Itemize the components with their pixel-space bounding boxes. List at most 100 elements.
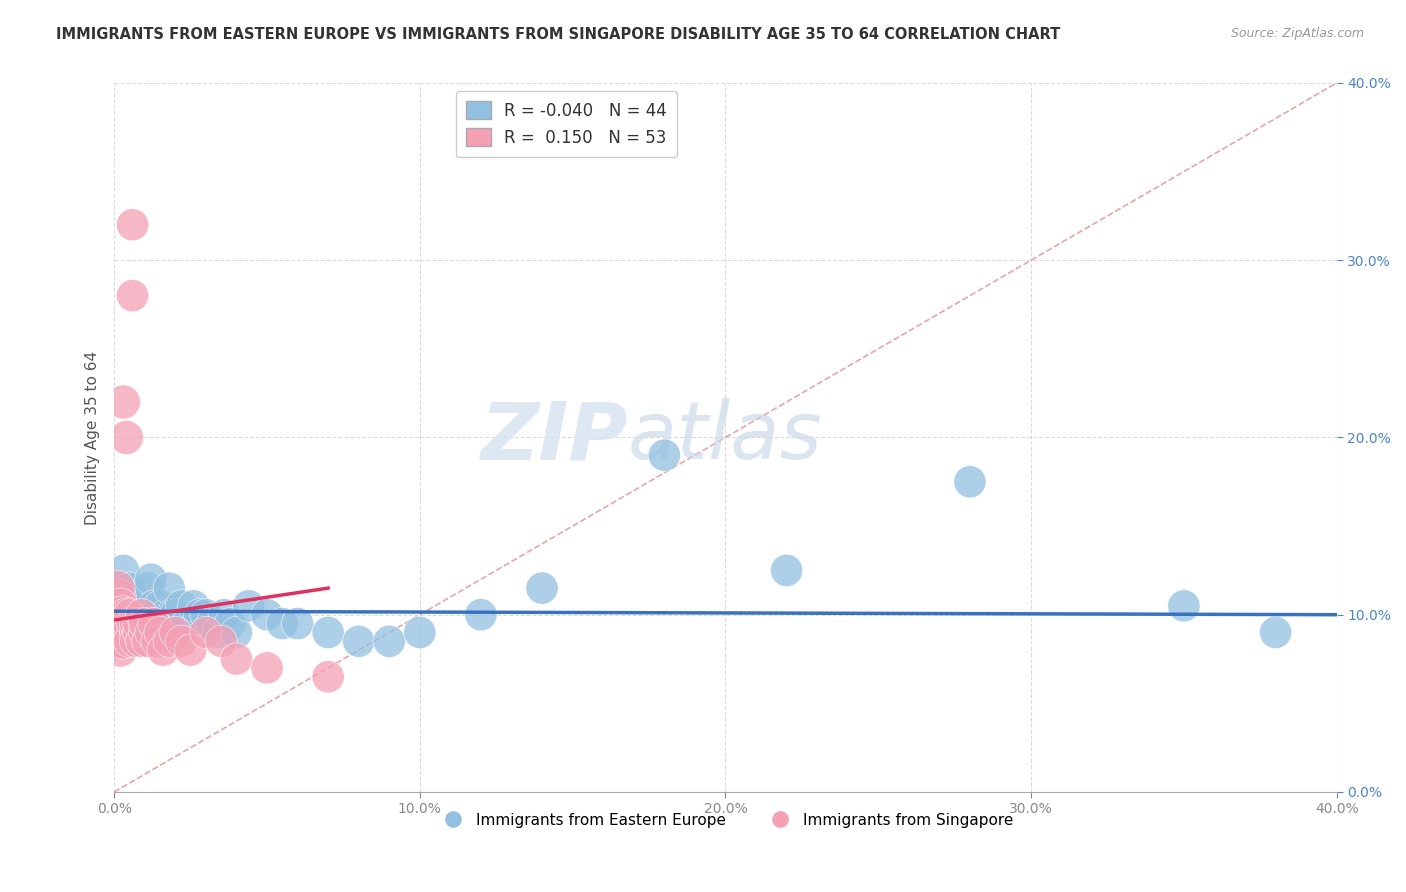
Point	[112, 625, 135, 640]
Point	[201, 616, 224, 631]
Point	[170, 599, 193, 613]
Point	[256, 661, 278, 675]
Point	[121, 616, 143, 631]
Point	[118, 616, 141, 631]
Point	[146, 634, 169, 648]
Point	[115, 607, 138, 622]
Point	[118, 590, 141, 604]
Point	[118, 607, 141, 622]
Point	[118, 581, 141, 595]
Point	[115, 430, 138, 444]
Point	[378, 634, 401, 648]
Point	[121, 218, 143, 232]
Point	[110, 625, 132, 640]
Point	[142, 616, 165, 631]
Point	[256, 607, 278, 622]
Point	[105, 599, 128, 613]
Point	[316, 670, 339, 684]
Point	[959, 475, 981, 489]
Point	[124, 625, 146, 640]
Point	[110, 581, 132, 595]
Text: ZIP: ZIP	[481, 399, 627, 476]
Point	[287, 616, 309, 631]
Point	[134, 625, 156, 640]
Point	[176, 616, 198, 631]
Point	[162, 607, 184, 622]
Point	[188, 607, 211, 622]
Point	[775, 563, 797, 577]
Point	[118, 634, 141, 648]
Text: Source: ZipAtlas.com: Source: ZipAtlas.com	[1230, 27, 1364, 40]
Point	[124, 616, 146, 631]
Point	[347, 634, 370, 648]
Point	[170, 634, 193, 648]
Point	[157, 581, 180, 595]
Point	[131, 634, 153, 648]
Point	[194, 607, 217, 622]
Point	[219, 616, 242, 631]
Point	[128, 625, 150, 640]
Point	[139, 625, 162, 640]
Point	[149, 599, 172, 613]
Point	[131, 607, 153, 622]
Text: atlas: atlas	[627, 399, 823, 476]
Point	[134, 616, 156, 631]
Point	[112, 563, 135, 577]
Point	[207, 625, 229, 640]
Point	[105, 625, 128, 640]
Point	[155, 607, 177, 622]
Point	[118, 625, 141, 640]
Point	[121, 288, 143, 302]
Point	[115, 599, 138, 613]
Point	[470, 607, 492, 622]
Point	[238, 599, 260, 613]
Point	[136, 581, 159, 595]
Point	[131, 607, 153, 622]
Point	[152, 643, 174, 657]
Point	[146, 625, 169, 640]
Point	[105, 607, 128, 622]
Point	[124, 607, 146, 622]
Point	[209, 634, 232, 648]
Point	[105, 634, 128, 648]
Point	[105, 616, 128, 631]
Point	[139, 572, 162, 586]
Point	[225, 625, 247, 640]
Point	[165, 625, 187, 640]
Point	[652, 448, 675, 462]
Point	[110, 599, 132, 613]
Point	[112, 395, 135, 409]
Point	[142, 599, 165, 613]
Y-axis label: Disability Age 35 to 64: Disability Age 35 to 64	[86, 351, 100, 524]
Point	[1264, 625, 1286, 640]
Point	[110, 607, 132, 622]
Point	[271, 616, 294, 631]
Point	[180, 643, 202, 657]
Point	[110, 590, 132, 604]
Point	[110, 634, 132, 648]
Point	[531, 581, 554, 595]
Point	[1173, 599, 1195, 613]
Point	[149, 625, 172, 640]
Point	[128, 599, 150, 613]
Point	[409, 625, 432, 640]
Point	[128, 616, 150, 631]
Text: IMMIGRANTS FROM EASTERN EUROPE VS IMMIGRANTS FROM SINGAPORE DISABILITY AGE 35 TO: IMMIGRANTS FROM EASTERN EUROPE VS IMMIGR…	[56, 27, 1060, 42]
Point	[105, 581, 128, 595]
Point	[112, 634, 135, 648]
Point	[165, 607, 187, 622]
Point	[115, 616, 138, 631]
Point	[110, 643, 132, 657]
Point	[183, 599, 205, 613]
Point	[316, 625, 339, 640]
Point	[121, 607, 143, 622]
Point	[124, 634, 146, 648]
Point	[157, 634, 180, 648]
Point	[212, 607, 235, 622]
Point	[112, 607, 135, 622]
Point	[105, 590, 128, 604]
Point	[134, 616, 156, 631]
Point	[112, 616, 135, 631]
Point	[225, 652, 247, 666]
Point	[110, 616, 132, 631]
